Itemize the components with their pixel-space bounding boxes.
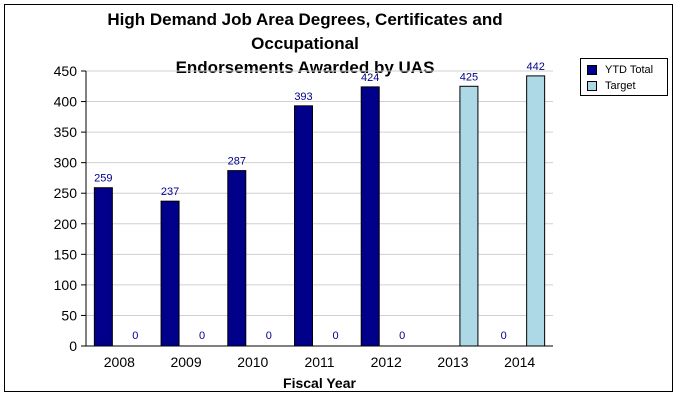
data-label-ytd-total-2014: 0 [501, 330, 507, 342]
data-label-target-2014: 442 [526, 61, 544, 73]
legend-item-target: Target [587, 79, 636, 93]
data-label-target-2011: 0 [332, 330, 338, 342]
y-tick-label-400: 400 [54, 94, 78, 110]
data-label-ytd-total-2010: 287 [228, 156, 246, 168]
y-tick-label-200: 200 [54, 216, 78, 232]
x-tick-label-2010: 2010 [237, 354, 268, 370]
data-label-target-2009: 0 [199, 330, 205, 342]
data-label-ytd-total-2012: 424 [361, 72, 379, 84]
legend-item-ytd-total: YTD Total [587, 63, 653, 77]
x-tick-label-2009: 2009 [170, 354, 201, 370]
y-tick-label-0: 0 [69, 338, 77, 354]
chart-frame [4, 4, 673, 392]
bar-ytd-total-2009 [160, 200, 180, 347]
bar-ytd-total-2012 [360, 86, 380, 347]
data-label-ytd-total-2011: 393 [294, 91, 312, 103]
y-tick-label-100: 100 [54, 277, 78, 293]
bar-ytd-total-2008 [93, 187, 113, 347]
y-tick-label-150: 150 [54, 246, 78, 262]
y-tick-label-50: 50 [61, 307, 77, 323]
bar-ytd-total-2010 [227, 170, 247, 347]
legend-swatch-ytd-total [587, 65, 597, 75]
x-tick-label-2011: 2011 [304, 354, 334, 370]
data-label-ytd-total-2008: 259 [94, 173, 112, 185]
data-label-ytd-total-2009: 237 [161, 186, 179, 198]
x-tick-label-2013: 2013 [437, 354, 468, 370]
y-tick-label-300: 300 [54, 155, 78, 171]
chart-title-line-2: Endorsements Awarded by UAS [175, 58, 435, 77]
bar-target-2013 [459, 85, 479, 347]
bar-target-2014 [526, 75, 546, 347]
legend-label-target: Target [605, 80, 636, 92]
y-tick-label-450: 450 [54, 63, 78, 79]
data-label-target-2008: 0 [132, 330, 138, 342]
bar-ytd-total-2011 [294, 105, 313, 347]
y-tick-label-350: 350 [54, 124, 78, 140]
data-label-target-2012: 0 [399, 330, 405, 342]
legend-label-ytd-total: YTD Total [605, 64, 654, 76]
data-label-target-2010: 0 [266, 330, 272, 342]
data-label-target-2013: 425 [460, 71, 478, 83]
x-tick-label-2014: 2014 [504, 354, 535, 370]
y-tick-label-250: 250 [54, 185, 78, 201]
chart-title-line-1: High Demand Job Area Degrees, Certificat… [107, 10, 503, 53]
x-tick-label-2008: 2008 [104, 354, 135, 370]
legend-swatch-target [587, 81, 597, 91]
x-tick-label-2012: 2012 [371, 354, 402, 370]
legend: YTD Total Target [580, 58, 668, 96]
chart-title: High Demand Job Area Degrees, Certificat… [60, 8, 550, 80]
x-axis-label: Fiscal Year [283, 375, 356, 391]
